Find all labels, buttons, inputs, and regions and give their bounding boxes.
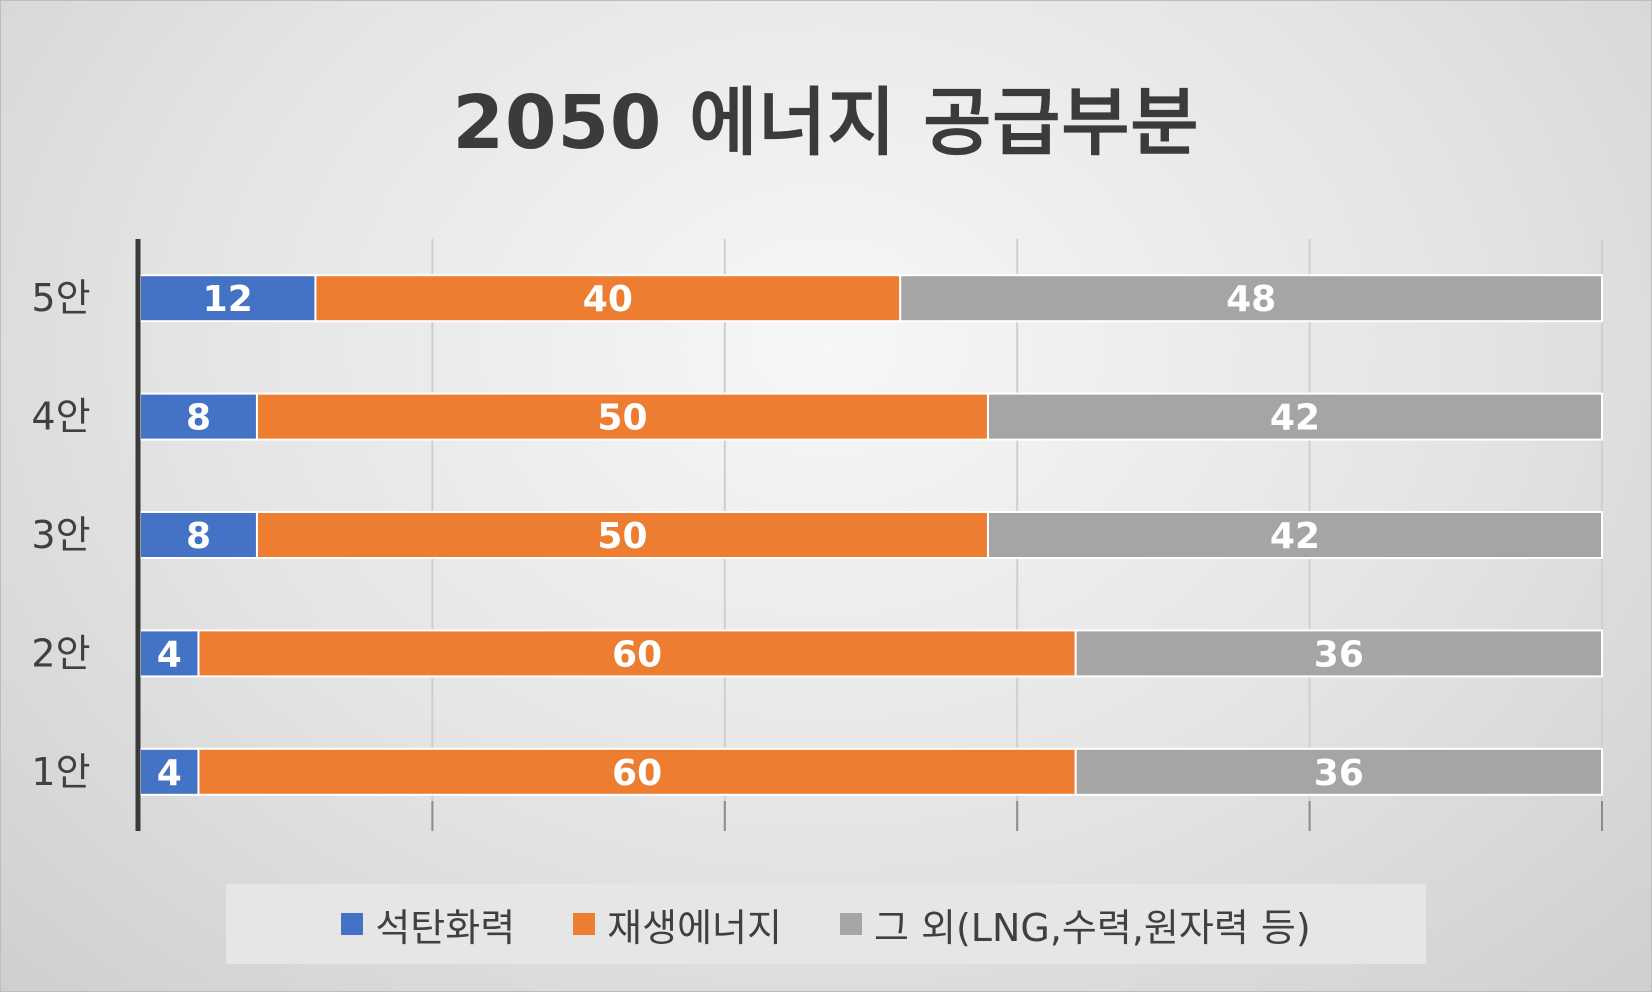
data-label-2-series-2: 60: [612, 634, 662, 675]
legend-swatch-others: [839, 913, 862, 935]
legend-swatch-renewable: [573, 913, 596, 935]
bar-3-series-3: [986, 511, 1603, 559]
bar-2-series-3: [1074, 629, 1604, 678]
bar-4-series-3: [986, 392, 1603, 441]
data-label-3-series-3: 42: [1270, 516, 1320, 557]
data-label-3-series-2: 50: [597, 516, 647, 557]
data-label-3-series-1: 8: [186, 516, 211, 557]
category-label-3: 3안: [31, 513, 90, 557]
data-label-4-series-2: 50: [597, 398, 647, 439]
bar-2-series-2: [197, 629, 1077, 678]
legend-label-others: 그 외(LNG,수력,원자력 등): [873, 905, 1311, 950]
bar-1-series-3: [1074, 747, 1604, 796]
category-label-5: 5안: [31, 276, 90, 320]
category-label-4: 4안: [31, 395, 90, 439]
legend-swatch-coal: [341, 913, 364, 935]
legend: 석탄화력 재생에너지 그 외(LNG,수력,원자력 등): [226, 884, 1426, 964]
legend-item-coal: 석탄화력: [341, 897, 515, 952]
chart-title: 2050 에너지 공급부분: [452, 80, 1200, 166]
bar-5-series-2: [314, 274, 902, 323]
bar-4-series-2: [255, 392, 989, 441]
data-label-4-series-1: 8: [186, 398, 211, 439]
bar-5-series-3: [899, 274, 1603, 323]
data-label-1-series-2: 60: [612, 753, 662, 794]
bar-1-series-2: [197, 747, 1077, 796]
data-label-5-series-1: 12: [203, 279, 253, 320]
legend-item-others: 그 외(LNG,수력,원자력 등): [839, 897, 1311, 952]
category-label-2: 2안: [31, 631, 90, 675]
data-label-2-series-1: 4: [157, 634, 182, 675]
legend-label-renewable: 재생에너지: [607, 905, 782, 950]
data-label-1-series-1: 4: [157, 753, 182, 794]
data-label-5-series-3: 48: [1226, 279, 1276, 320]
data-label-5-series-2: 40: [583, 279, 633, 320]
data-label-1-series-3: 36: [1314, 753, 1364, 794]
bar-2-series-1: [139, 629, 200, 678]
data-label-4-series-3: 42: [1270, 398, 1320, 439]
bar-4-series-1: [139, 392, 258, 441]
legend-label-coal: 석탄화력: [375, 905, 516, 950]
plot-area: 4 60 36 4 60 36 8 50 42 8 50 42 12 40 48 1안 2안 3안 4안 5안: [31, 239, 1604, 831]
legend-item-renewable: 재생에너지: [573, 897, 782, 952]
data-label-2-series-3: 36: [1314, 634, 1364, 675]
category-label-1: 1안: [31, 750, 90, 794]
